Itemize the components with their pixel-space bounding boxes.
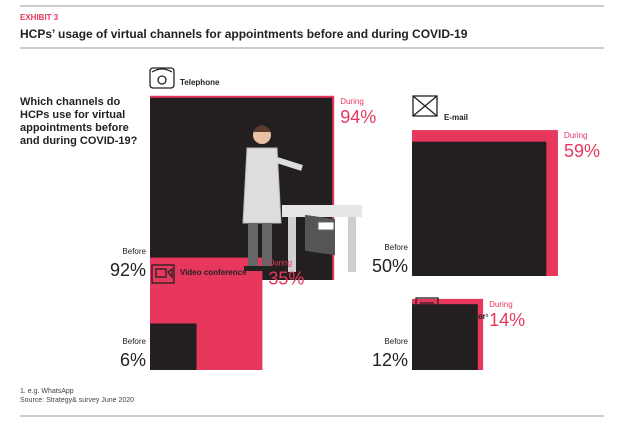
value-label: 94% xyxy=(340,107,376,127)
square xyxy=(150,323,197,370)
icons xyxy=(149,67,439,322)
value-label: 12% xyxy=(372,350,408,370)
category-label: Telephone xyxy=(180,78,220,87)
value-label: 6% xyxy=(120,350,146,370)
series-label: Before xyxy=(122,247,146,256)
category-label: E-mail xyxy=(444,113,469,122)
exhibit-label: EXHIBIT 3 xyxy=(20,13,59,22)
series-label: Before xyxy=(122,337,146,346)
category-label: Messenger¹ xyxy=(444,312,489,321)
square xyxy=(412,304,478,370)
value-label: 50% xyxy=(372,256,408,276)
chart-title: HCPs’ usage of virtual channels for appo… xyxy=(20,27,468,41)
footnote: 1. e.g. WhatsApp xyxy=(20,388,74,395)
series-label: Before xyxy=(384,337,408,346)
series-label: Before xyxy=(384,243,408,252)
square xyxy=(412,141,547,276)
value-label: 92% xyxy=(110,260,146,280)
illustration xyxy=(242,125,362,272)
marks xyxy=(150,95,558,370)
value-label: 35% xyxy=(268,269,304,289)
question: Which channels do HCPs use for virtual a… xyxy=(20,96,138,147)
series-label: During xyxy=(564,131,588,140)
source: Source: Strategy& survey June 2020 xyxy=(20,397,135,404)
series-label: During xyxy=(340,97,364,106)
series-label: During xyxy=(489,300,513,309)
value-label: 59% xyxy=(564,141,600,161)
series-label: During xyxy=(268,259,292,268)
square xyxy=(150,97,333,281)
value-label: 14% xyxy=(489,310,525,330)
category-label: Video conference xyxy=(180,268,247,277)
